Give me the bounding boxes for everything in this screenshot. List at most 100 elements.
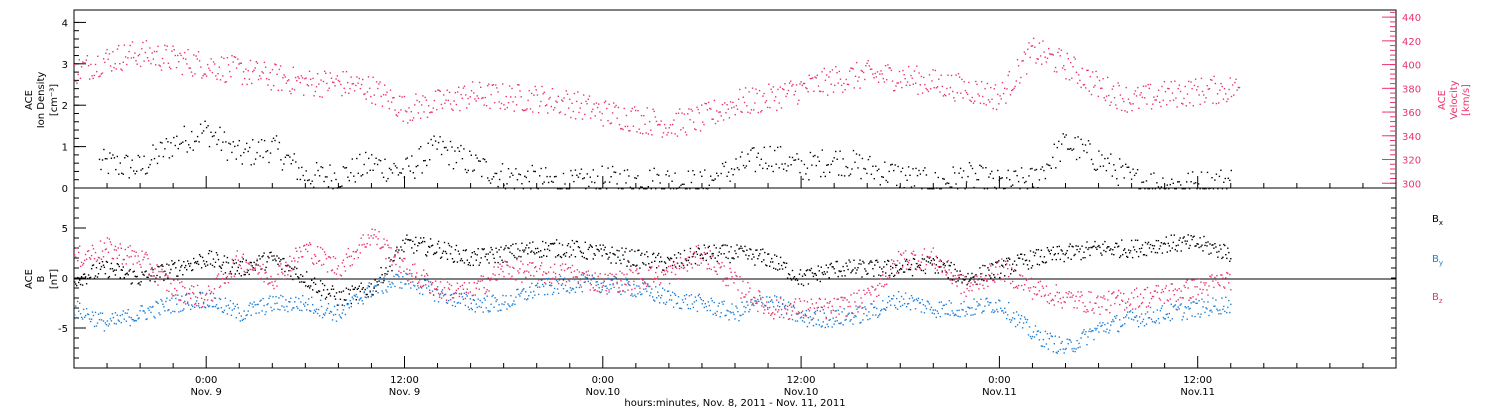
velocity-point xyxy=(244,77,246,80)
velocity-point xyxy=(908,65,910,68)
bz-point xyxy=(162,271,164,273)
bz-point xyxy=(674,273,677,276)
density-point xyxy=(127,155,129,158)
density-point xyxy=(524,175,526,177)
density-point xyxy=(561,188,563,190)
velocity-point xyxy=(1110,101,1112,103)
by-point xyxy=(926,300,929,302)
by-point xyxy=(425,279,427,282)
by-point xyxy=(889,300,891,302)
bz-point xyxy=(381,246,383,249)
bz-point xyxy=(500,268,502,270)
by-point xyxy=(311,296,313,298)
by-point xyxy=(164,310,166,312)
bx-point xyxy=(1188,247,1190,249)
bz-point xyxy=(371,228,373,230)
velocity-point xyxy=(279,65,282,67)
velocity-point xyxy=(254,67,256,69)
by-point xyxy=(277,308,279,310)
bx-point xyxy=(711,253,713,255)
velocity-point xyxy=(359,87,362,90)
velocity-point xyxy=(198,60,201,62)
bx-point xyxy=(945,271,947,273)
by-point xyxy=(573,278,576,281)
bx-point xyxy=(604,246,606,249)
density-point xyxy=(829,171,831,173)
velocity-point xyxy=(909,84,911,86)
velocity-point xyxy=(433,99,436,102)
velocity-point xyxy=(536,94,539,96)
density-point xyxy=(1110,153,1112,155)
by-point xyxy=(129,324,131,327)
bx-point xyxy=(783,262,786,264)
velocity-point xyxy=(1178,84,1181,86)
by-point xyxy=(893,295,895,297)
by-point xyxy=(729,311,731,313)
bx-point xyxy=(740,245,742,247)
density-point xyxy=(881,176,883,178)
by-point xyxy=(676,302,679,304)
by-point xyxy=(661,294,663,297)
bx-point xyxy=(583,256,585,259)
by-point xyxy=(1043,346,1046,348)
velocity-point xyxy=(676,135,679,137)
bx-point xyxy=(768,253,770,255)
velocity-point xyxy=(1229,77,1231,79)
density-point xyxy=(714,178,716,180)
bx-point xyxy=(859,259,861,261)
velocity-point xyxy=(654,116,657,118)
bz-point xyxy=(328,256,331,258)
bz-point xyxy=(601,286,603,288)
bz-point xyxy=(362,234,364,236)
velocity-point xyxy=(141,48,143,50)
bx-point xyxy=(387,270,389,273)
by-point xyxy=(520,292,522,294)
by-point xyxy=(530,291,532,293)
bx-point xyxy=(808,269,811,271)
bx-point xyxy=(88,277,91,279)
velocity-point xyxy=(133,56,135,59)
density-point xyxy=(186,151,188,153)
density-point xyxy=(655,188,657,190)
by-point xyxy=(910,294,913,297)
bz-point xyxy=(565,281,568,283)
bx-point xyxy=(682,264,685,267)
bx-point xyxy=(618,250,620,252)
by-point xyxy=(82,308,85,311)
by-point xyxy=(290,297,292,299)
by-point xyxy=(475,303,477,305)
bx-point xyxy=(84,276,87,278)
by-point xyxy=(1148,317,1151,319)
velocity-point xyxy=(255,61,257,63)
density-point xyxy=(436,148,438,150)
by-point xyxy=(539,286,541,288)
bx-point xyxy=(131,282,133,284)
bz-point xyxy=(268,282,270,284)
velocity-point xyxy=(231,55,233,57)
by-point xyxy=(1177,306,1179,308)
density-point xyxy=(680,184,682,186)
by-point xyxy=(997,311,999,313)
bx-point xyxy=(307,285,309,288)
bx-point xyxy=(190,262,192,265)
bx-point xyxy=(267,255,269,258)
by-point xyxy=(777,305,779,307)
by-point xyxy=(830,310,832,312)
by-point xyxy=(922,304,925,306)
bx-point xyxy=(514,256,516,259)
by-point xyxy=(914,308,917,310)
density-point xyxy=(542,183,544,185)
by-point xyxy=(1146,311,1149,313)
density-point xyxy=(141,168,144,170)
bx-point xyxy=(132,271,134,273)
bz-point xyxy=(606,293,608,295)
velocity-point xyxy=(528,89,530,92)
bx-point xyxy=(954,268,956,271)
by-point xyxy=(663,289,666,291)
density-point xyxy=(799,171,801,174)
density-point xyxy=(302,174,304,177)
by-point xyxy=(238,312,240,314)
by-point xyxy=(513,300,515,302)
bz-point xyxy=(105,248,108,250)
bx-point xyxy=(900,268,903,270)
